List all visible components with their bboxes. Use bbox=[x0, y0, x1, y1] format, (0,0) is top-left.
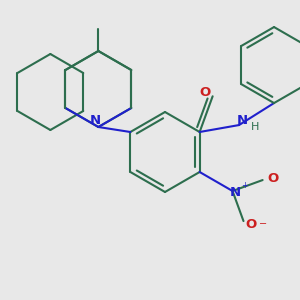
Text: N: N bbox=[90, 115, 101, 128]
Text: H: H bbox=[251, 122, 259, 132]
Text: O: O bbox=[246, 218, 257, 231]
Text: O: O bbox=[199, 86, 210, 99]
Text: N: N bbox=[236, 114, 247, 127]
Text: O: O bbox=[267, 172, 278, 184]
Text: +: + bbox=[241, 181, 248, 190]
Text: N: N bbox=[230, 187, 241, 200]
Text: −: − bbox=[260, 219, 268, 229]
